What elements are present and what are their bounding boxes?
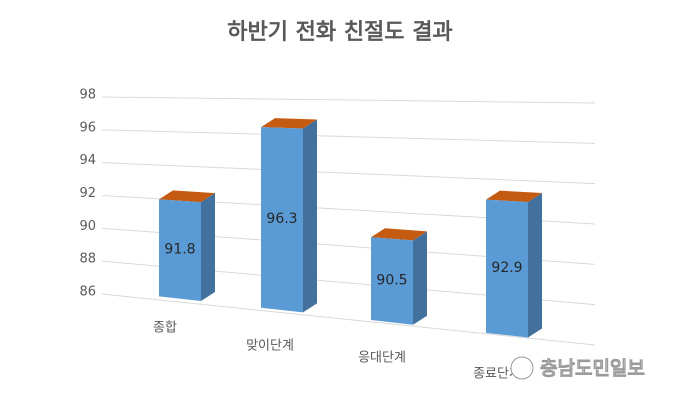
y-tick-label: 96 bbox=[79, 120, 96, 135]
value-label: 91.8 bbox=[164, 242, 195, 258]
value-label: 92.9 bbox=[491, 260, 522, 276]
y-tick-label: 88 bbox=[79, 252, 96, 267]
bar-side bbox=[201, 193, 215, 302]
bar-top bbox=[159, 190, 215, 203]
grid-line bbox=[101, 129, 596, 144]
watermark: 충남도민일보 bbox=[510, 356, 645, 380]
value-label: 96.3 bbox=[266, 211, 297, 227]
x-tick-label: 종합 bbox=[153, 321, 177, 336]
bar-top bbox=[486, 190, 542, 203]
grid-line bbox=[101, 162, 596, 185]
chart-title: 하반기 전화 친절도 결과 bbox=[227, 20, 452, 45]
grid-line bbox=[101, 96, 596, 104]
bar-top bbox=[261, 118, 317, 129]
bar-top bbox=[371, 228, 427, 241]
x-tick-label: 종료단계 bbox=[473, 367, 521, 382]
bar bbox=[486, 199, 528, 338]
watermark-icon bbox=[510, 356, 534, 380]
x-tick-label: 맞이단계 bbox=[246, 339, 294, 354]
bar bbox=[261, 127, 303, 313]
value-label: 90.5 bbox=[376, 273, 407, 289]
bar bbox=[371, 237, 413, 325]
y-tick-label: 86 bbox=[79, 285, 96, 300]
x-tick-label: 응대단계 bbox=[358, 351, 406, 366]
bar-side bbox=[413, 231, 427, 325]
watermark-text: 충남도민일보 bbox=[540, 358, 645, 380]
bar-side bbox=[303, 119, 317, 313]
bar-side bbox=[528, 193, 542, 338]
y-tick-label: 90 bbox=[79, 219, 96, 234]
bar bbox=[159, 199, 201, 302]
grid-line bbox=[101, 293, 596, 346]
y-tick-label: 94 bbox=[79, 153, 96, 168]
y-tick-label: 92 bbox=[79, 186, 96, 201]
y-tick-label: 98 bbox=[79, 88, 96, 103]
